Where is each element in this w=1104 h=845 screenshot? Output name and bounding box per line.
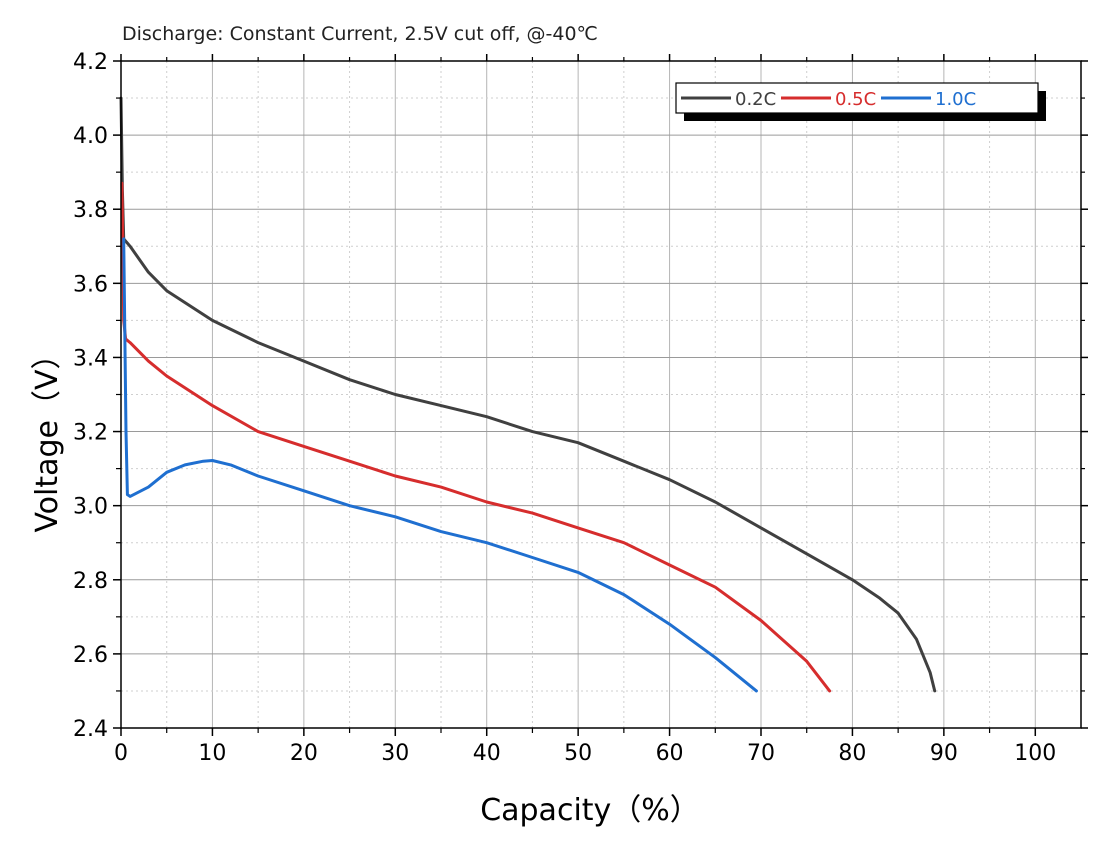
legend-label-0-2c: 0.2C xyxy=(735,89,776,110)
y-tick-label: 3.0 xyxy=(73,495,108,520)
x-tick-label: 100 xyxy=(1014,741,1056,766)
chart-title: Discharge: Constant Current, 2.5V cut of… xyxy=(122,23,598,45)
x-tick-label: 60 xyxy=(656,741,684,766)
y-tick-label: 2.4 xyxy=(73,717,108,742)
x-tick-label: 10 xyxy=(198,741,226,766)
x-tick-label: 0 xyxy=(114,741,128,766)
x-tick-label: 30 xyxy=(381,741,409,766)
legend-box xyxy=(675,82,1039,114)
y-tick-label: 3.8 xyxy=(73,198,108,223)
x-tick-label: 70 xyxy=(747,741,775,766)
x-tick-label: 90 xyxy=(930,741,958,766)
x-tick-label: 40 xyxy=(473,741,501,766)
y-axis-label: Voltage（V） xyxy=(30,339,65,532)
y-tick-label: 3.4 xyxy=(73,346,108,371)
legend-label-1-0c: 1.0C xyxy=(935,89,976,110)
y-tick-label: 2.8 xyxy=(73,569,108,594)
axis-ticks xyxy=(113,54,1088,736)
y-tick-label: 4.0 xyxy=(73,124,108,149)
x-tick-labels: 0 10 20 30 40 50 60 70 80 90 100 xyxy=(114,741,1056,766)
series-line-0-2c xyxy=(119,96,937,693)
x-tick-label: 50 xyxy=(564,741,592,766)
legend-label-0-5c: 0.5C xyxy=(835,89,876,110)
series-line-1-0c xyxy=(122,237,758,693)
x-axis-label: Capacity（%） xyxy=(480,793,700,828)
grid xyxy=(121,61,1081,728)
series-line-0-5c xyxy=(120,181,832,693)
y-tick-labels: 2.4 2.6 2.8 3.0 3.2 3.4 3.6 3.8 4.0 4.2 xyxy=(73,50,108,742)
legend: 0.2C 0.5C 1.0C xyxy=(675,82,1046,121)
x-tick-label: 20 xyxy=(290,741,318,766)
y-tick-label: 3.6 xyxy=(73,272,108,297)
y-tick-label: 3.2 xyxy=(73,421,108,446)
y-tick-label: 2.6 xyxy=(73,643,108,668)
x-tick-label: 80 xyxy=(838,741,866,766)
series-lines xyxy=(119,96,937,693)
y-tick-label: 4.2 xyxy=(73,50,108,75)
